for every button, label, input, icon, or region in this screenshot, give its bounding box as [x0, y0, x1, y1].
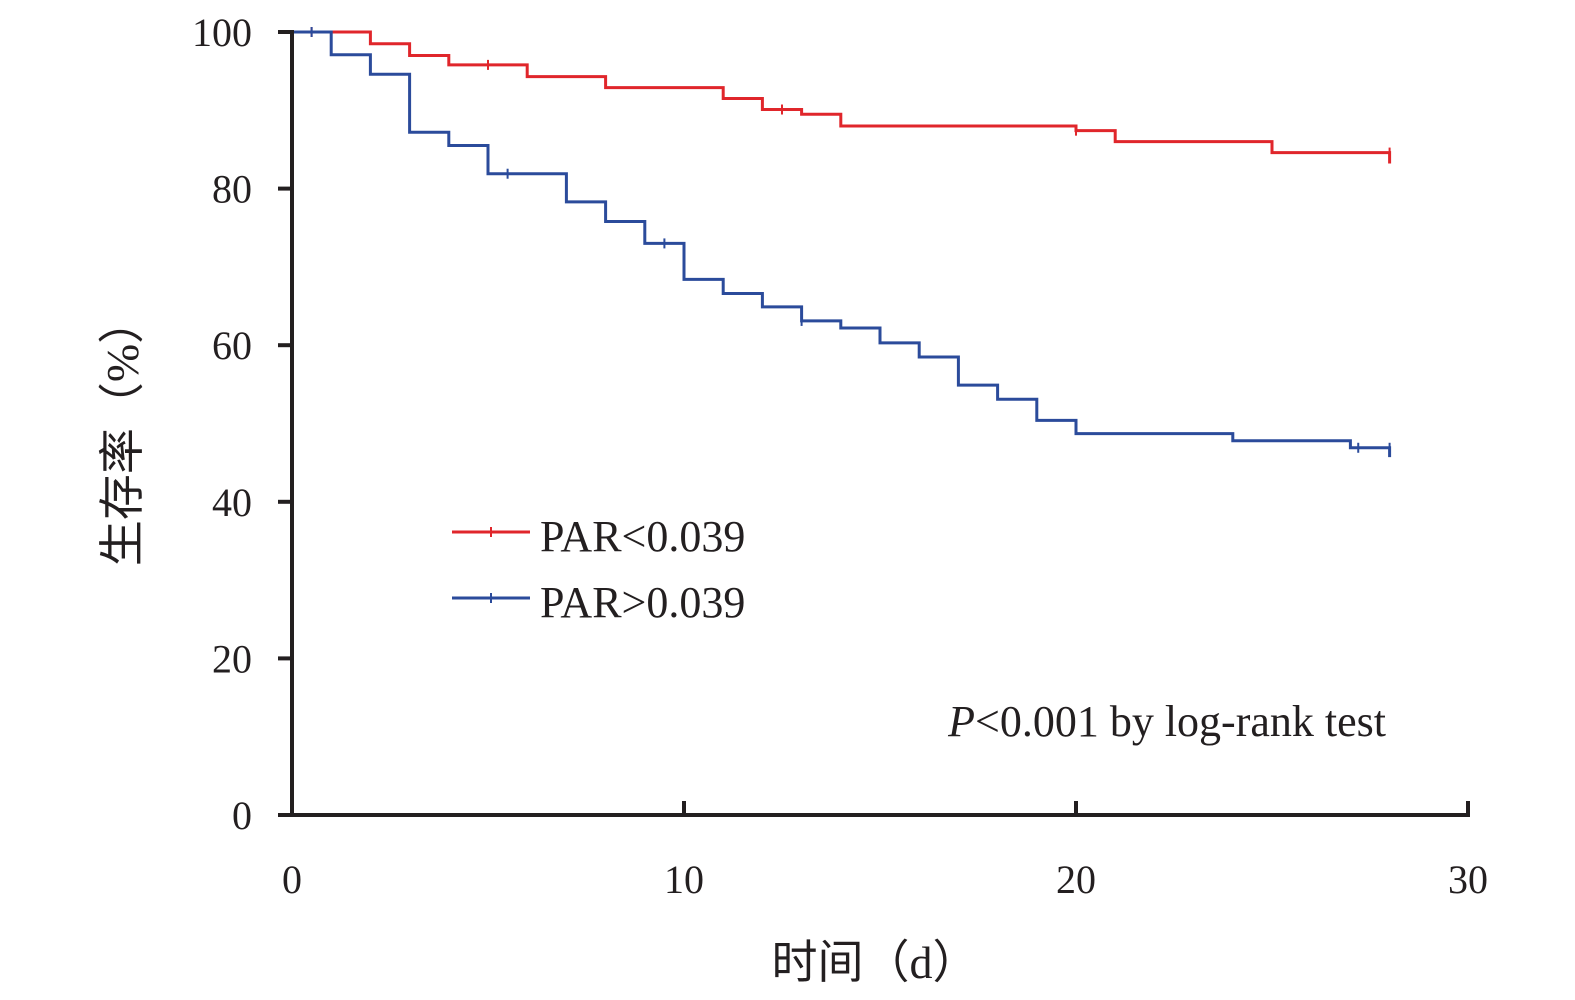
y-tick-label: 100	[192, 10, 252, 55]
axes: 0 20 40 60 80 100 0 10 20 30	[192, 10, 1488, 902]
x-tick-label: 0	[282, 857, 302, 902]
x-axis-title: 时间（d）	[772, 937, 979, 988]
x-tick-label: 10	[664, 857, 704, 902]
p-rest: <0.001 by log-rank test	[975, 697, 1386, 746]
y-ticks: 0 20 40 60 80 100	[192, 10, 292, 838]
y-tick-label: 60	[212, 323, 252, 368]
legend-label: PAR<0.039	[540, 512, 745, 561]
series-line-1	[292, 30, 1392, 164]
y-tick-label: 0	[232, 793, 252, 838]
y-tick-label: 20	[212, 636, 252, 681]
x-tick-label: 20	[1056, 857, 1096, 902]
p-italic: P	[947, 697, 975, 746]
x-ticks: 0 10 20 30	[282, 801, 1488, 902]
curves	[292, 27, 1392, 458]
y-tick-label: 40	[212, 480, 252, 525]
x-tick-label: 30	[1448, 857, 1488, 902]
y-axis-title: 生存率（%）	[97, 298, 148, 566]
p-value-annotation: P<0.001 by log-rank test	[947, 697, 1386, 746]
y-tick-label: 80	[212, 167, 252, 212]
series-line-2	[292, 30, 1392, 458]
legend-label: PAR>0.039	[540, 578, 745, 627]
legend: PAR<0.039 PAR>0.039	[452, 512, 745, 627]
